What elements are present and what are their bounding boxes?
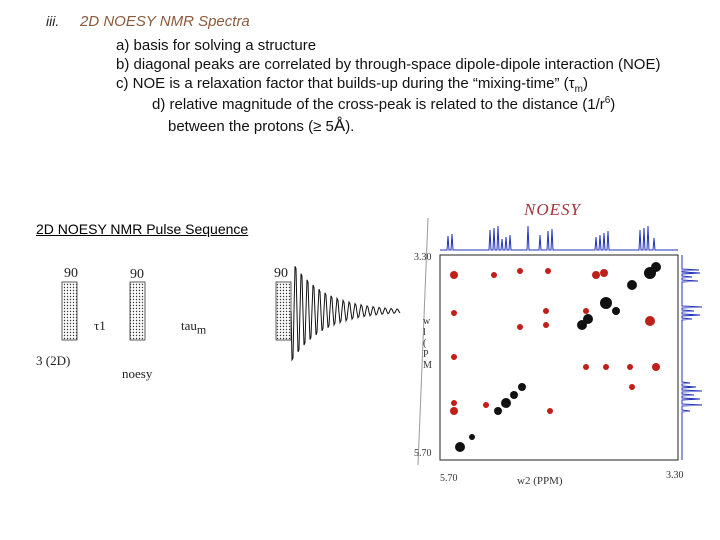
diagonal-peak (518, 383, 526, 391)
cross-peak (652, 363, 660, 371)
x-axis-label: w2 (PPM) (517, 475, 563, 487)
cross-peak (451, 400, 457, 406)
fid-signal (290, 266, 401, 362)
pulse2-label: 90 (130, 267, 144, 282)
right-projection (681, 255, 703, 460)
point-d-superscript: 6 (604, 95, 611, 106)
cross-peak (517, 324, 523, 330)
left-edge-line (417, 217, 429, 466)
pulse-sequence-title: 2D NOESY NMR Pulse Sequence (36, 221, 249, 237)
point-c-subscript: m (574, 84, 583, 95)
pulse1-label: 90 (64, 266, 78, 281)
top-projection (440, 225, 678, 251)
cross-peak (583, 364, 589, 370)
point-a: a) basis for solving a structure (116, 37, 317, 54)
y-tick-top: 3.30 (414, 252, 432, 263)
diagonal-peak (651, 262, 661, 272)
diagonal-peak (583, 314, 593, 324)
cross-peak (483, 402, 489, 408)
point-c-end: ) (582, 75, 588, 92)
point-e-end: ). (345, 118, 355, 135)
cross-peak (491, 272, 497, 278)
point-d: d) relative magnitude of the cross-peak … (152, 95, 615, 113)
cross-peak (543, 308, 549, 314)
diagonal-peak (612, 307, 620, 315)
plot-frame (439, 254, 679, 461)
tau-subscript: m (196, 322, 207, 337)
mixing-time-label: taum (181, 318, 206, 338)
pulse3-label: 90 (274, 266, 288, 281)
y-axis-label: w l ( P M (423, 316, 432, 371)
point-b: b) diagonal peaks are correlated by thro… (116, 56, 661, 73)
pulse-sequence-diagram (61, 266, 401, 362)
pulse-90-3 (275, 281, 292, 341)
pulse-90-2 (129, 281, 146, 341)
diagonal-peak (501, 398, 511, 408)
cross-peak (603, 364, 609, 370)
point-d-end: ) (610, 96, 616, 113)
t1-label: τ1 (94, 318, 106, 333)
diagonal-peak (469, 434, 475, 440)
diagonal-peak (600, 297, 612, 309)
point-e: between the protons (≥ 5Å). (168, 116, 354, 136)
cross-peak (451, 354, 457, 360)
cross-peak (600, 269, 608, 277)
cross-peak (543, 322, 549, 328)
angstrom-unit: Å (333, 116, 346, 135)
dimension-label: 3 (2D) (36, 353, 71, 368)
cross-peak (545, 268, 551, 274)
cross-peak (592, 271, 600, 279)
peak-layer (450, 262, 661, 452)
x-tick-left: 5.70 (440, 473, 458, 484)
cross-peak (547, 408, 553, 414)
diagonal-peak (627, 280, 637, 290)
diagonal-peak (494, 407, 502, 415)
spectrum-title: NOESY (524, 200, 581, 219)
cross-peak (450, 407, 458, 415)
pulse-90-1 (61, 281, 78, 341)
cross-peak (629, 384, 635, 390)
point-e-text: between the protons (≥ 5 (168, 118, 334, 135)
x-tick-right: 3.30 (666, 470, 684, 481)
diagonal-peak (510, 391, 518, 399)
point-c-text: c) NOE is a relaxation factor that build… (116, 75, 575, 92)
y-tick-bottom: 5.70 (414, 448, 432, 459)
cross-peak (517, 268, 523, 274)
cross-peak (583, 308, 589, 314)
cross-peak (627, 364, 633, 370)
experiment-name-label: noesy (122, 366, 153, 381)
point-d-text: d) relative magnitude of the cross-peak … (152, 96, 605, 113)
list-numeral: iii. (46, 13, 60, 29)
diagonal-peak (455, 442, 465, 452)
section-heading: 2D NOESY NMR Spectra (80, 13, 250, 30)
cross-peak (645, 316, 655, 326)
cross-peak (450, 271, 458, 279)
tau-text: tau (181, 318, 197, 333)
cross-peak (451, 310, 457, 316)
point-c: c) NOE is a relaxation factor that build… (116, 75, 588, 95)
noesy-spectrum (417, 217, 703, 466)
